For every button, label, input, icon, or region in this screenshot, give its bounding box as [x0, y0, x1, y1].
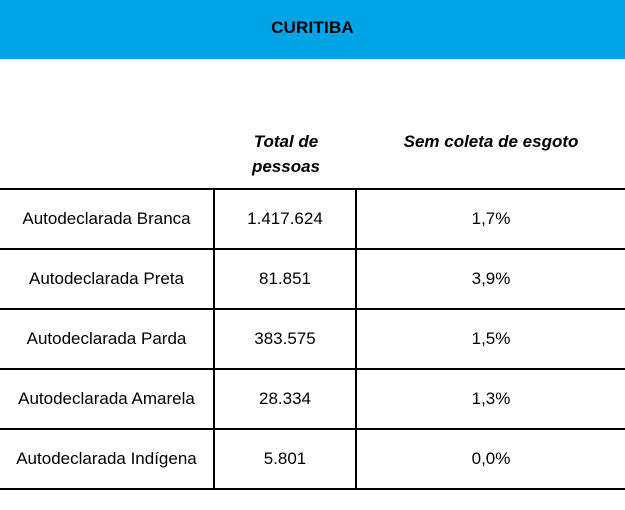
data-table: Autodeclarada Branca 1.417.624 1,7% Auto… — [0, 188, 625, 490]
row-label: Autodeclarada Preta — [0, 248, 215, 310]
title-banner: CURITIBA — [0, 0, 625, 59]
row-total: 383.575 — [214, 308, 357, 370]
table-row: Autodeclarada Amarela 28.334 1,3% — [0, 368, 625, 430]
column-header-total: Total de pessoas — [215, 129, 357, 179]
row-label: Autodeclarada Branca — [0, 188, 215, 250]
row-sem-coleta: 0,0% — [356, 428, 625, 490]
row-label: Autodeclarada Parda — [0, 308, 215, 370]
table-row: Autodeclarada Indígena 5.801 0,0% — [0, 428, 625, 490]
column-header-sem-coleta-label: Sem coleta de esgoto — [403, 132, 579, 151]
row-sem-coleta: 3,9% — [356, 248, 625, 310]
column-header-sem-coleta: Sem coleta de esgoto — [357, 129, 625, 154]
row-label: Autodeclarada Amarela — [0, 368, 215, 430]
row-sem-coleta: 1,7% — [356, 188, 625, 250]
row-sem-coleta: 1,5% — [356, 308, 625, 370]
row-total: 28.334 — [214, 368, 357, 430]
column-header-total-line2: pessoas — [251, 157, 321, 176]
row-total: 81.851 — [214, 248, 357, 310]
row-sem-coleta: 1,3% — [356, 368, 625, 430]
row-label: Autodeclarada Indígena — [0, 428, 215, 490]
table-row: Autodeclarada Branca 1.417.624 1,7% — [0, 188, 625, 250]
table-row: Autodeclarada Preta 81.851 3,9% — [0, 248, 625, 310]
table-row: Autodeclarada Parda 383.575 1,5% — [0, 308, 625, 370]
column-header-total-line1: Total de — [253, 132, 319, 151]
row-total: 1.417.624 — [214, 188, 357, 250]
row-total: 5.801 — [214, 428, 357, 490]
page-title: CURITIBA — [271, 18, 354, 37]
